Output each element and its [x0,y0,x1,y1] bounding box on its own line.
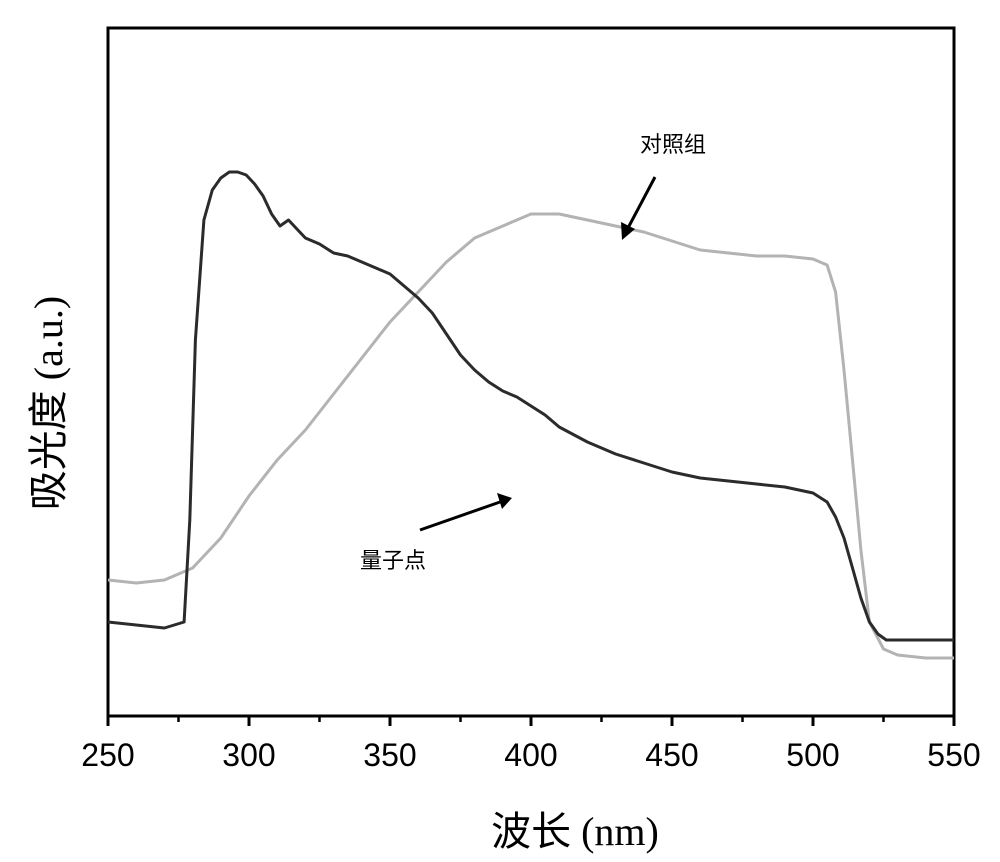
x-tick-label: 550 [927,737,980,773]
annotation-quantum-dots-label: 量子点 [360,549,426,574]
x-tick-label: 450 [645,737,698,773]
x-tick-label: 350 [363,737,416,773]
x-tick-label: 250 [81,737,134,773]
x-tick-label: 400 [504,737,557,773]
series-layer [107,170,954,660]
y-axis-title: 吸光度 (a.u.) [26,296,71,510]
x-tick-label: 500 [786,737,839,773]
plot-frame [106,26,956,718]
x-axis-title: 波长 (nm) [491,809,659,854]
annotation-control-label: 对照组 [640,133,706,158]
x-tick-label: 300 [222,737,275,773]
x-axis-ticks: 250 300 350 400 450 500 550 [81,716,981,773]
annotation-arrow-control [621,176,657,240]
series-line-control [107,212,954,660]
annotation-arrow-quantum-dots [419,493,512,532]
series-line-quantum-dots [107,170,954,642]
